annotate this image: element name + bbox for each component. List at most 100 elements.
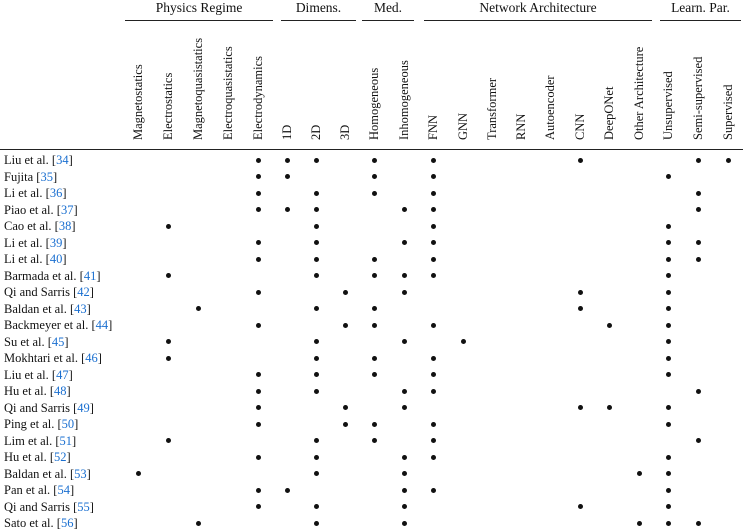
feature-dot	[284, 157, 290, 163]
feature-dot	[430, 273, 436, 278]
citation-link[interactable]: 37	[60, 202, 74, 217]
feature-dot	[665, 273, 671, 278]
feature-dot	[430, 487, 436, 493]
column-header: Supervised	[721, 84, 735, 140]
feature-dot	[430, 421, 436, 427]
row-label: Qi and Sarris [49]	[4, 401, 94, 415]
author-name: Sato et al. [	[4, 516, 61, 530]
citation-link[interactable]: 48	[53, 384, 67, 398]
row-label: Liu et al. [34]	[4, 153, 73, 167]
row-label: Hu et al. [48]	[4, 384, 71, 398]
column-header: CNN	[573, 113, 587, 140]
row-label: Piao et al. [37]	[4, 203, 78, 217]
column-header: GNN	[456, 112, 470, 140]
citation-link[interactable]: 35	[40, 169, 53, 184]
author-name: Baldan et al. [	[4, 301, 75, 316]
citation-link[interactable]: 50	[61, 417, 75, 431]
group-title: Physics Regime	[155, 0, 243, 15]
feature-dot	[255, 421, 261, 427]
author-name: Li et al. [	[4, 186, 50, 200]
citation-link[interactable]: 56	[60, 516, 74, 530]
citation-link[interactable]: 42	[77, 285, 90, 299]
citation-bracket: ]	[96, 268, 101, 283]
citation-link[interactable]: 52	[53, 450, 67, 464]
citation-link[interactable]: 41	[83, 268, 97, 283]
column-header: 1D	[280, 124, 294, 140]
row-label: Su et al. [45]	[4, 335, 69, 349]
author-name: Liu et al. [	[4, 153, 57, 167]
row-label: Fujita [35]	[4, 170, 57, 184]
feature-dot	[577, 157, 583, 163]
citation-link[interactable]: 49	[77, 400, 90, 415]
column-header: Unsupervised	[661, 71, 675, 140]
group-rule	[660, 20, 741, 21]
feature-dot	[695, 438, 701, 443]
citation-link[interactable]: 38	[58, 219, 72, 233]
feature-dot	[371, 190, 377, 196]
row-label: Barmada et al. [41]	[4, 269, 101, 283]
author-name: Qi and Sarris [	[4, 285, 78, 299]
citation-link[interactable]: 46	[85, 351, 98, 365]
feature-dot	[401, 388, 407, 394]
citation-link[interactable]: 51	[59, 433, 73, 448]
feature-dot	[401, 405, 407, 410]
feature-dot	[195, 520, 201, 526]
group-title: Learn. Par.	[671, 0, 730, 15]
feature-dot	[665, 240, 671, 245]
feature-dot	[313, 438, 319, 443]
author-name: Fujita [	[4, 169, 41, 184]
feature-dot	[284, 207, 290, 212]
feature-dot	[371, 372, 377, 377]
feature-dot	[255, 454, 261, 460]
author-name: Li et al. [	[4, 252, 50, 266]
feature-dot	[430, 190, 436, 196]
citation-bracket: ]	[66, 450, 71, 464]
author-name: Su et al. [	[4, 334, 52, 349]
citation-bracket: ]	[62, 252, 67, 266]
citation-link[interactable]: 40	[49, 252, 63, 266]
citation-link[interactable]: 54	[57, 483, 70, 497]
feature-dot	[695, 190, 701, 196]
citation-bracket: ]	[89, 285, 94, 299]
column-header: Other Architecture	[632, 46, 646, 140]
feature-dot	[430, 207, 436, 212]
feature-dot	[665, 306, 671, 311]
feature-dot	[430, 174, 436, 179]
citation-link[interactable]: 36	[49, 186, 63, 200]
citation-link[interactable]: 45	[51, 334, 65, 349]
feature-dot	[313, 454, 319, 460]
row-label: Baldan et al. [53]	[4, 467, 91, 481]
citation-link[interactable]: 55	[77, 499, 90, 514]
citation-bracket: ]	[89, 499, 94, 514]
feature-dot	[401, 289, 407, 295]
feature-dot	[313, 504, 319, 509]
feature-dot	[577, 306, 583, 311]
feature-dot	[665, 256, 671, 262]
citation-link[interactable]: 44	[95, 318, 109, 332]
feature-dot	[342, 421, 348, 427]
citation-link[interactable]: 47	[56, 367, 69, 382]
feature-dot	[430, 438, 436, 443]
row-label: Li et al. [36]	[4, 186, 67, 200]
citation-link[interactable]: 39	[49, 235, 63, 250]
feature-dot	[430, 372, 436, 377]
column-header: Electroquasistatics	[221, 46, 235, 140]
feature-dot	[371, 273, 377, 278]
feature-dot	[313, 223, 319, 229]
feature-dot	[665, 174, 671, 179]
feature-dot	[665, 405, 671, 410]
feature-dot	[313, 256, 319, 262]
row-label: Qi and Sarris [55]	[4, 500, 94, 514]
feature-dot	[313, 190, 319, 196]
citation-link[interactable]: 53	[74, 466, 87, 481]
feature-dot	[371, 421, 377, 427]
column-header: FNN	[426, 114, 440, 140]
citation-link[interactable]: 43	[74, 301, 87, 316]
feature-dot	[165, 355, 171, 361]
row-label: Backmeyer et al. [44]	[4, 318, 112, 332]
citation-bracket: ]	[97, 351, 102, 365]
feature-dot	[371, 322, 377, 328]
citation-link[interactable]: 34	[56, 153, 69, 167]
author-name: Pan et al. [	[4, 483, 58, 497]
group-rule	[125, 20, 273, 21]
